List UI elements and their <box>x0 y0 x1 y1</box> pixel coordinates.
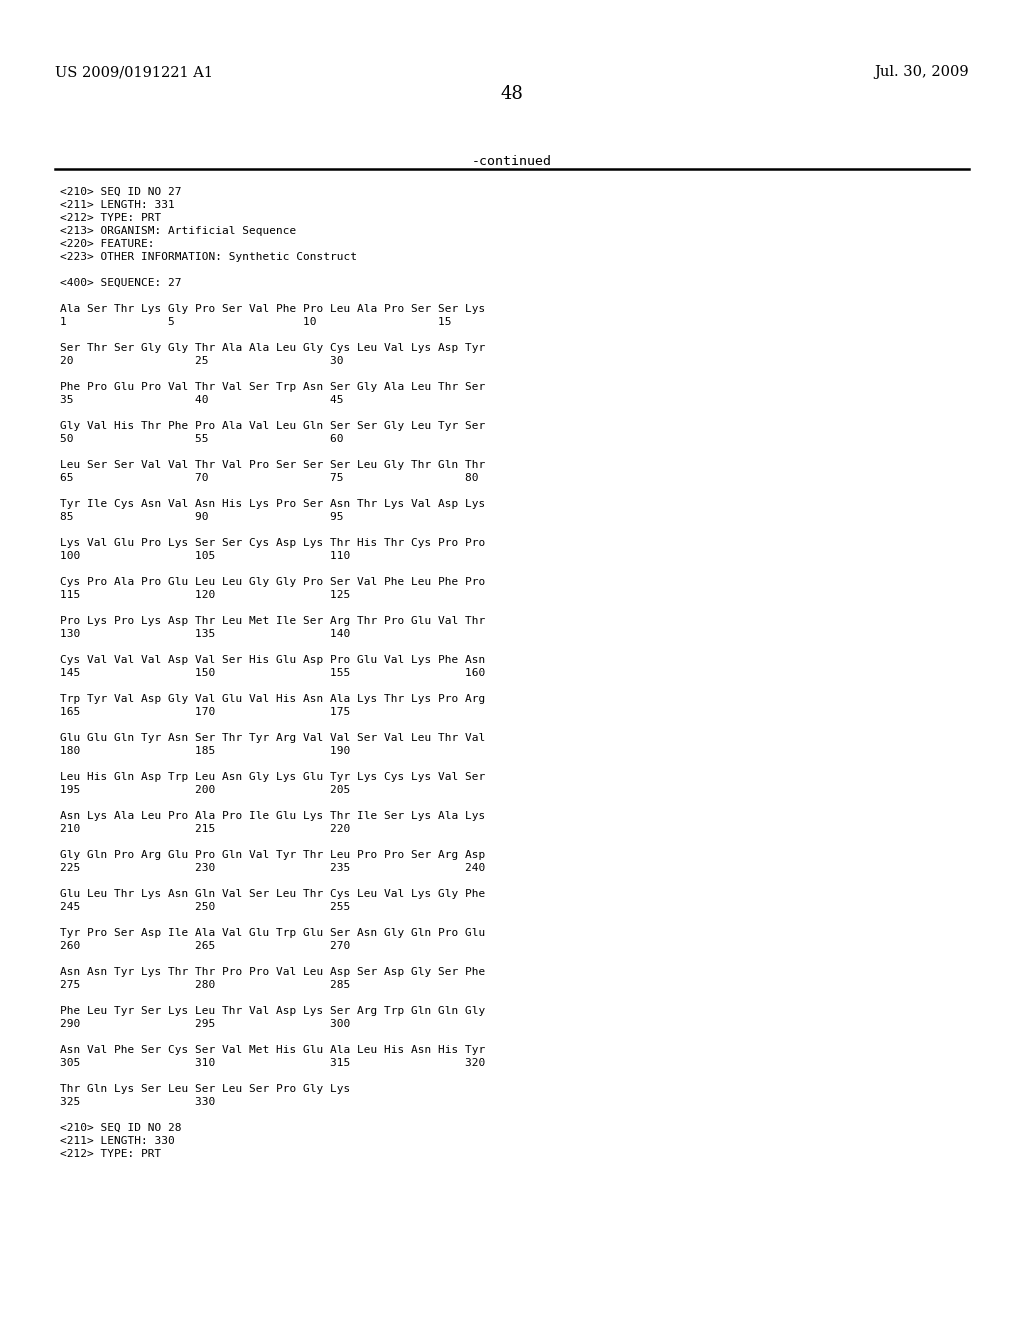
Text: 115                 120                 125: 115 120 125 <box>60 590 350 601</box>
Text: Cys Pro Ala Pro Glu Leu Leu Gly Gly Pro Ser Val Phe Leu Phe Pro: Cys Pro Ala Pro Glu Leu Leu Gly Gly Pro … <box>60 577 485 587</box>
Text: 100                 105                 110: 100 105 110 <box>60 550 350 561</box>
Text: <400> SEQUENCE: 27: <400> SEQUENCE: 27 <box>60 279 181 288</box>
Text: <211> LENGTH: 330: <211> LENGTH: 330 <box>60 1137 175 1146</box>
Text: Glu Glu Gln Tyr Asn Ser Thr Tyr Arg Val Val Ser Val Leu Thr Val: Glu Glu Gln Tyr Asn Ser Thr Tyr Arg Val … <box>60 733 485 743</box>
Text: 165                 170                 175: 165 170 175 <box>60 708 350 717</box>
Text: <223> OTHER INFORMATION: Synthetic Construct: <223> OTHER INFORMATION: Synthetic Const… <box>60 252 357 261</box>
Text: <220> FEATURE:: <220> FEATURE: <box>60 239 155 249</box>
Text: Cys Val Val Val Asp Val Ser His Glu Asp Pro Glu Val Lys Phe Asn: Cys Val Val Val Asp Val Ser His Glu Asp … <box>60 655 485 665</box>
Text: 275                 280                 285: 275 280 285 <box>60 979 350 990</box>
Text: <213> ORGANISM: Artificial Sequence: <213> ORGANISM: Artificial Sequence <box>60 226 296 236</box>
Text: Trp Tyr Val Asp Gly Val Glu Val His Asn Ala Lys Thr Lys Pro Arg: Trp Tyr Val Asp Gly Val Glu Val His Asn … <box>60 694 485 704</box>
Text: Gly Gln Pro Arg Glu Pro Gln Val Tyr Thr Leu Pro Pro Ser Arg Asp: Gly Gln Pro Arg Glu Pro Gln Val Tyr Thr … <box>60 850 485 861</box>
Text: Leu His Gln Asp Trp Leu Asn Gly Lys Glu Tyr Lys Cys Lys Val Ser: Leu His Gln Asp Trp Leu Asn Gly Lys Glu … <box>60 772 485 781</box>
Text: Phe Pro Glu Pro Val Thr Val Ser Trp Asn Ser Gly Ala Leu Thr Ser: Phe Pro Glu Pro Val Thr Val Ser Trp Asn … <box>60 381 485 392</box>
Text: Thr Gln Lys Ser Leu Ser Leu Ser Pro Gly Lys: Thr Gln Lys Ser Leu Ser Leu Ser Pro Gly … <box>60 1084 350 1094</box>
Text: Lys Val Glu Pro Lys Ser Ser Cys Asp Lys Thr His Thr Cys Pro Pro: Lys Val Glu Pro Lys Ser Ser Cys Asp Lys … <box>60 539 485 548</box>
Text: <210> SEQ ID NO 28: <210> SEQ ID NO 28 <box>60 1123 181 1133</box>
Text: 195                 200                 205: 195 200 205 <box>60 785 350 795</box>
Text: Asn Val Phe Ser Cys Ser Val Met His Glu Ala Leu His Asn His Tyr: Asn Val Phe Ser Cys Ser Val Met His Glu … <box>60 1045 485 1055</box>
Text: 35                  40                  45: 35 40 45 <box>60 395 343 405</box>
Text: 145                 150                 155                 160: 145 150 155 160 <box>60 668 485 678</box>
Text: 260                 265                 270: 260 265 270 <box>60 941 350 950</box>
Text: US 2009/0191221 A1: US 2009/0191221 A1 <box>55 65 213 79</box>
Text: Pro Lys Pro Lys Asp Thr Leu Met Ile Ser Arg Thr Pro Glu Val Thr: Pro Lys Pro Lys Asp Thr Leu Met Ile Ser … <box>60 616 485 626</box>
Text: Jul. 30, 2009: Jul. 30, 2009 <box>874 65 969 79</box>
Text: 65                  70                  75                  80: 65 70 75 80 <box>60 473 478 483</box>
Text: <212> TYPE: PRT: <212> TYPE: PRT <box>60 1148 161 1159</box>
Text: Phe Leu Tyr Ser Lys Leu Thr Val Asp Lys Ser Arg Trp Gln Gln Gly: Phe Leu Tyr Ser Lys Leu Thr Val Asp Lys … <box>60 1006 485 1016</box>
Text: <212> TYPE: PRT: <212> TYPE: PRT <box>60 213 161 223</box>
Text: 130                 135                 140: 130 135 140 <box>60 630 350 639</box>
Text: Ser Thr Ser Gly Gly Thr Ala Ala Leu Gly Cys Leu Val Lys Asp Tyr: Ser Thr Ser Gly Gly Thr Ala Ala Leu Gly … <box>60 343 485 352</box>
Text: 325                 330: 325 330 <box>60 1097 215 1107</box>
Text: <210> SEQ ID NO 27: <210> SEQ ID NO 27 <box>60 187 181 197</box>
Text: -continued: -continued <box>472 154 552 168</box>
Text: Asn Lys Ala Leu Pro Ala Pro Ile Glu Lys Thr Ile Ser Lys Ala Lys: Asn Lys Ala Leu Pro Ala Pro Ile Glu Lys … <box>60 810 485 821</box>
Text: 180                 185                 190: 180 185 190 <box>60 746 350 756</box>
Text: Glu Leu Thr Lys Asn Gln Val Ser Leu Thr Cys Leu Val Lys Gly Phe: Glu Leu Thr Lys Asn Gln Val Ser Leu Thr … <box>60 888 485 899</box>
Text: 20                  25                  30: 20 25 30 <box>60 356 343 366</box>
Text: 290                 295                 300: 290 295 300 <box>60 1019 350 1030</box>
Text: 305                 310                 315                 320: 305 310 315 320 <box>60 1059 485 1068</box>
Text: Leu Ser Ser Val Val Thr Val Pro Ser Ser Ser Leu Gly Thr Gln Thr: Leu Ser Ser Val Val Thr Val Pro Ser Ser … <box>60 459 485 470</box>
Text: 1               5                   10                  15: 1 5 10 15 <box>60 317 452 327</box>
Text: Tyr Pro Ser Asp Ile Ala Val Glu Trp Glu Ser Asn Gly Gln Pro Glu: Tyr Pro Ser Asp Ile Ala Val Glu Trp Glu … <box>60 928 485 939</box>
Text: 245                 250                 255: 245 250 255 <box>60 902 350 912</box>
Text: Gly Val His Thr Phe Pro Ala Val Leu Gln Ser Ser Gly Leu Tyr Ser: Gly Val His Thr Phe Pro Ala Val Leu Gln … <box>60 421 485 432</box>
Text: <211> LENGTH: 331: <211> LENGTH: 331 <box>60 201 175 210</box>
Text: 225                 230                 235                 240: 225 230 235 240 <box>60 863 485 873</box>
Text: 50                  55                  60: 50 55 60 <box>60 434 343 444</box>
Text: 85                  90                  95: 85 90 95 <box>60 512 343 521</box>
Text: 210                 215                 220: 210 215 220 <box>60 824 350 834</box>
Text: Ala Ser Thr Lys Gly Pro Ser Val Phe Pro Leu Ala Pro Ser Ser Lys: Ala Ser Thr Lys Gly Pro Ser Val Phe Pro … <box>60 304 485 314</box>
Text: Tyr Ile Cys Asn Val Asn His Lys Pro Ser Asn Thr Lys Val Asp Lys: Tyr Ile Cys Asn Val Asn His Lys Pro Ser … <box>60 499 485 510</box>
Text: Asn Asn Tyr Lys Thr Thr Pro Pro Val Leu Asp Ser Asp Gly Ser Phe: Asn Asn Tyr Lys Thr Thr Pro Pro Val Leu … <box>60 968 485 977</box>
Text: 48: 48 <box>501 84 523 103</box>
